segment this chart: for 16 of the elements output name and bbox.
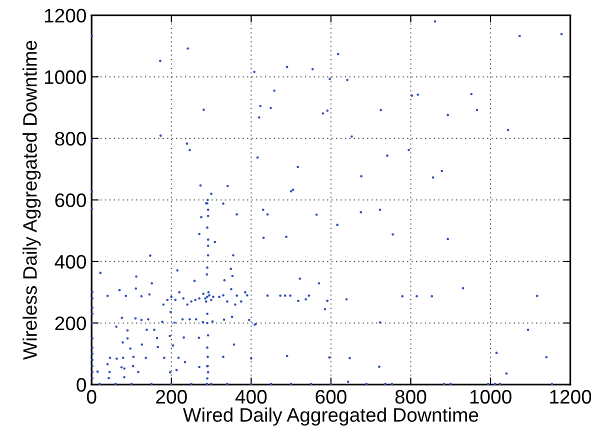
y-tick-label: 400	[54, 254, 86, 269]
x-tick-label: 1200	[550, 390, 591, 404]
y-tick-label: 800	[55, 132, 86, 146]
y-tick-label: 200	[55, 316, 86, 330]
x-tick-label: 200	[156, 390, 187, 404]
y-tick-label: 0	[76, 378, 86, 392]
y-tick-label: 1000	[44, 70, 86, 84]
x-axis-title: Wired Daily Aggregated Downtime	[182, 408, 478, 426]
x-tick-label: 0	[86, 390, 96, 404]
x-tick-label: 400	[235, 390, 267, 404]
x-tick-label: 1000	[470, 390, 512, 404]
x-tick-label: 800	[395, 390, 426, 404]
y-tick-label: 1200	[44, 8, 86, 23]
x-tick-label: 600	[316, 390, 346, 404]
y-tick-label: 600	[55, 193, 86, 208]
y-axis-title: Wireless Daily Aggregated Downtime	[22, 40, 41, 360]
